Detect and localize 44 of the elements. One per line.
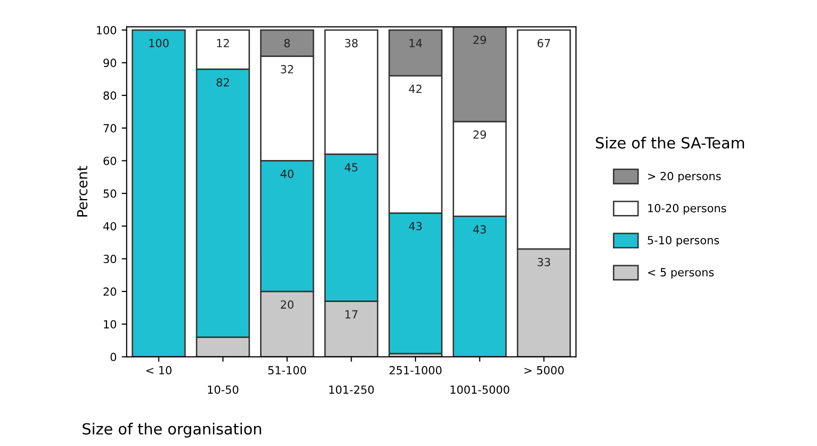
x-tick-label: 1001-5000: [450, 385, 510, 394]
y-tick-label: 70: [104, 124, 116, 132]
data-label: 33: [538, 258, 550, 266]
data-label: 82: [216, 78, 229, 87]
y-tick-label: 50: [104, 189, 116, 198]
y-tick-label: 40: [103, 222, 116, 230]
data-label: 29: [473, 130, 486, 139]
legend-title: Size of the SA-Team: [596, 136, 744, 149]
data-label: 8: [284, 38, 290, 48]
x-tick-label: 101-250: [329, 385, 374, 394]
y-tick-label: 90: [103, 58, 116, 68]
data-label: 42: [408, 84, 422, 93]
x-tick-label: 51-100: [268, 366, 306, 374]
y-tick-label: 10: [104, 320, 116, 328]
x-tick-label: < 10: [146, 366, 172, 374]
y-tick-label: 0: [110, 352, 116, 362]
x-tick-label: 10-50: [208, 385, 238, 394]
legend-label: 10-20 persons: [648, 204, 726, 214]
y-tick-label: 100: [96, 26, 116, 34]
legend-label: < 5 persons: [648, 268, 714, 279]
data-label: 67: [538, 38, 550, 48]
x-axis-title: Size of the organisation: [82, 422, 262, 438]
bar: [132, 29, 186, 357]
data-label: 43: [473, 225, 486, 234]
x-tick-label: > 5000: [524, 366, 564, 374]
data-label: 17: [345, 310, 358, 318]
data-label: 40: [280, 170, 294, 178]
data-label: 38: [345, 38, 358, 48]
x-tick-label: 251-1000: [390, 366, 442, 374]
data-label: 45: [344, 163, 358, 172]
y-axis-title: Percent: [77, 166, 88, 217]
data-label: 14: [410, 39, 422, 48]
data-label: 29: [473, 36, 486, 44]
legend-label: 5-10 persons: [648, 236, 720, 247]
y-tick-label: 60: [104, 156, 116, 166]
data-label: 43: [408, 222, 422, 230]
y-tick-label: 20: [104, 287, 116, 296]
legend-label: > 20 persons: [648, 172, 721, 182]
data-label: 20: [280, 300, 294, 309]
data-label: 32: [280, 65, 294, 74]
y-tick-label: 80: [104, 91, 116, 100]
data-label: 12: [217, 38, 229, 48]
data-label: 100: [149, 38, 169, 48]
y-tick-label: 30: [104, 254, 116, 264]
